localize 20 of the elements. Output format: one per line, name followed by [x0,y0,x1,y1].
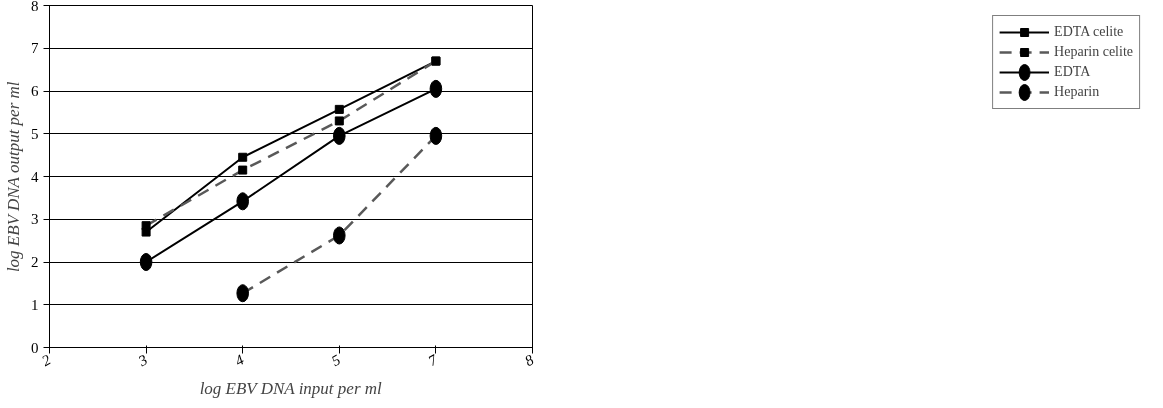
legend-label: Heparin [1054,84,1100,100]
x-tick-label: 5 [328,351,344,370]
y-tick-label: 5 [31,125,39,142]
y-tick-label: 1 [31,296,39,313]
y-tick-label: 0 [31,339,39,356]
legend-label: Heparin celite [1054,44,1133,60]
x-axis-title: log EBV DNA input per ml [199,378,383,398]
x-tick-label: 7 [425,350,442,370]
y-tick-label: 4 [31,168,39,185]
y-tick-label: 6 [31,83,39,99]
x-tick-label: 3 [134,351,150,370]
y-tick-label: 7 [31,40,39,57]
y-tick-label: 2 [31,254,39,270]
legend-label: EDTA [1054,64,1091,80]
legend-label: EDTA celite [1054,24,1124,40]
x-tick-label: 4 [232,351,247,370]
y-tick-label: 8 [31,0,39,14]
x-tick-label: 8 [522,351,537,370]
y-axis-title: log EBV DNA output per ml [4,81,23,273]
y-tick-label: 3 [31,211,39,228]
